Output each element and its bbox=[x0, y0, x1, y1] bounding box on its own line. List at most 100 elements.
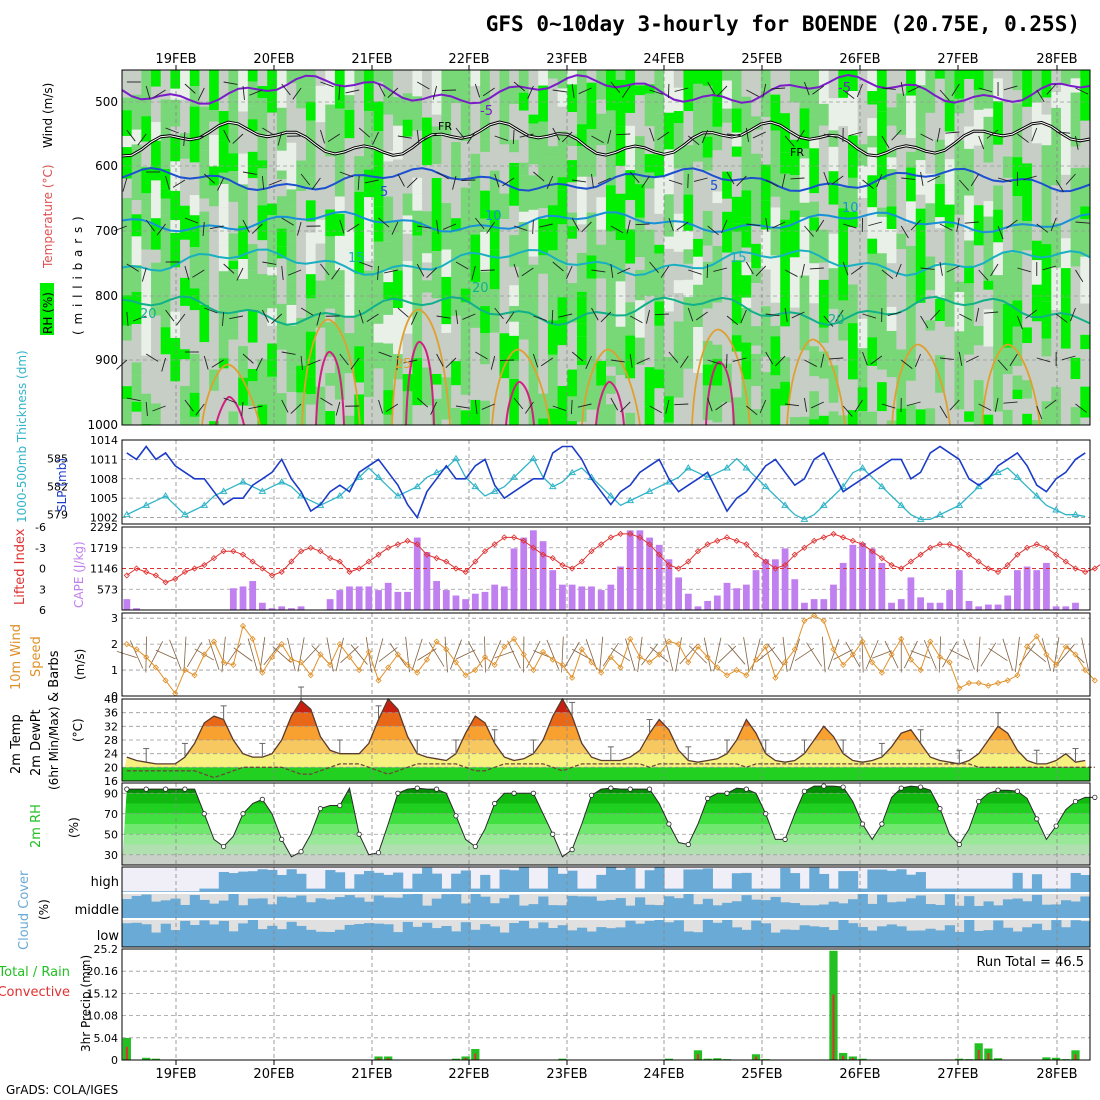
rh-shade-cell bbox=[935, 418, 946, 425]
rh-shade-cell bbox=[683, 368, 694, 409]
rh-shade-cell bbox=[1070, 229, 1081, 267]
rh-shade-cell bbox=[973, 245, 985, 282]
cloud-cover-bar bbox=[741, 895, 752, 919]
surface-wind-barb bbox=[789, 638, 800, 671]
rh-shade-cell bbox=[770, 375, 781, 389]
rh-point bbox=[472, 843, 478, 850]
wind-barb bbox=[197, 87, 205, 101]
rh-shade-cell bbox=[789, 389, 801, 418]
rh-shade-cell bbox=[131, 144, 142, 171]
cloud-cover-bar bbox=[886, 902, 897, 919]
rh-shade-cell bbox=[1070, 92, 1081, 115]
wind-speed-point bbox=[336, 641, 343, 648]
rh-shade-cell bbox=[702, 308, 713, 341]
rh-shade-cell bbox=[122, 135, 133, 148]
wind-barb bbox=[997, 225, 1004, 240]
rh-shade-cell bbox=[1012, 326, 1023, 367]
cloud-cover-bar bbox=[673, 898, 684, 919]
wind-barb bbox=[161, 357, 166, 372]
rh-shade-cell bbox=[780, 405, 791, 425]
rh-shade-cell bbox=[722, 211, 733, 253]
cloud-cover-bar bbox=[828, 888, 839, 894]
rh-shade-cell bbox=[305, 177, 317, 189]
rh-shade-cell bbox=[228, 70, 239, 100]
rh-shade-cell bbox=[131, 291, 142, 325]
wind-barb bbox=[416, 263, 425, 277]
cloud-cover-bar bbox=[944, 888, 955, 894]
rh-shade-cell bbox=[654, 423, 665, 425]
wind-barb bbox=[261, 175, 265, 190]
wind-barb bbox=[829, 357, 844, 360]
li-tick-label: -6 bbox=[35, 521, 46, 534]
rh-shade-cell bbox=[722, 252, 733, 284]
rh-shade-cell bbox=[1041, 229, 1052, 245]
cloud-cover-bar bbox=[693, 932, 704, 947]
rh-shade-cell bbox=[615, 281, 626, 327]
wind-barb bbox=[203, 355, 209, 370]
rh-point bbox=[1072, 798, 1079, 805]
surface-wind-barb bbox=[546, 639, 560, 670]
rh-shade-cell bbox=[131, 236, 142, 248]
wind-barb bbox=[113, 225, 128, 232]
wind-barb bbox=[823, 315, 834, 327]
rh-shade-cell bbox=[160, 255, 171, 271]
cloud-cover-bar bbox=[412, 926, 423, 947]
cloud-cover-bar bbox=[431, 928, 442, 947]
rh-shade-cell bbox=[935, 184, 946, 218]
rh-shade-cell bbox=[828, 70, 839, 99]
rh-shade-cell bbox=[799, 257, 810, 276]
rh-shade-cell bbox=[354, 83, 365, 118]
rh-shade-cell bbox=[838, 415, 849, 425]
rh-shade-cell bbox=[1051, 185, 1062, 224]
rh-shade-cell bbox=[460, 155, 471, 188]
wind-barb bbox=[527, 85, 534, 99]
rh-shade-cell bbox=[218, 111, 229, 141]
wind-barb bbox=[242, 171, 257, 175]
rh-shade-cell bbox=[228, 233, 239, 262]
wind-speed-point bbox=[569, 674, 576, 681]
rh-shade-cell bbox=[412, 96, 423, 131]
wind-barb bbox=[481, 403, 495, 410]
rh-shade-cell bbox=[499, 299, 510, 334]
wind-barb bbox=[358, 309, 364, 324]
cape-bar bbox=[413, 537, 421, 610]
lifted-index-point bbox=[181, 568, 188, 576]
wind-speed-point bbox=[694, 643, 702, 650]
rh-shade-cell bbox=[586, 82, 597, 130]
wind-speed-point bbox=[830, 646, 837, 653]
wind-barb bbox=[378, 217, 390, 228]
rh-shade-cell bbox=[151, 140, 162, 149]
wind-barb bbox=[610, 359, 625, 363]
rh-shade-cell bbox=[915, 160, 926, 195]
rh-shade-cell bbox=[499, 193, 510, 207]
precip-convective-bar bbox=[696, 1054, 699, 1060]
wind-speed-point bbox=[268, 654, 276, 661]
rh-shade-cell bbox=[1002, 409, 1014, 425]
cloud-cover-bar bbox=[218, 920, 229, 947]
rh-shade-cell bbox=[480, 81, 491, 97]
cloud-cover-bar bbox=[209, 888, 220, 894]
rh-shade-cell bbox=[402, 391, 413, 425]
wind-barb bbox=[649, 261, 659, 274]
rh-shade-cell bbox=[267, 376, 278, 419]
wind-barb bbox=[881, 403, 896, 409]
rh-shade-cell bbox=[286, 325, 297, 372]
rh-shade-cell bbox=[896, 325, 907, 350]
rh-shade-cell bbox=[160, 270, 171, 304]
rh-shade-cell bbox=[915, 376, 926, 398]
cape-bar bbox=[365, 586, 373, 610]
rh-shade-cell bbox=[547, 70, 559, 79]
rh-shade-cell bbox=[296, 191, 307, 232]
wind-barb bbox=[765, 217, 769, 232]
rh-shade-cell bbox=[983, 280, 994, 290]
lifted-index-point bbox=[414, 541, 421, 548]
rh-shade-cell bbox=[276, 107, 288, 143]
rh-shade-cell bbox=[770, 70, 781, 95]
rh-shade-cell bbox=[741, 144, 752, 191]
rh-shade-cell bbox=[451, 315, 462, 362]
rh-point bbox=[898, 785, 904, 791]
rh-shade-cell bbox=[838, 373, 849, 397]
wind-barb bbox=[801, 263, 805, 278]
lifted-index-point bbox=[869, 548, 876, 555]
rh-shade-cell bbox=[325, 373, 336, 386]
